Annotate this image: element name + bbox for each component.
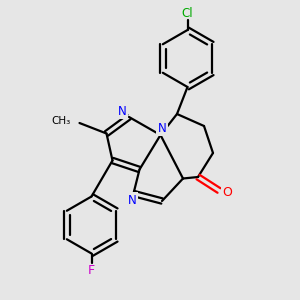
Text: N: N (158, 122, 166, 135)
Text: F: F (88, 264, 95, 277)
Text: N: N (128, 194, 136, 207)
Text: CH₃: CH₃ (51, 116, 70, 127)
Text: N: N (118, 105, 127, 118)
Text: Cl: Cl (182, 7, 193, 20)
Text: O: O (223, 185, 232, 199)
